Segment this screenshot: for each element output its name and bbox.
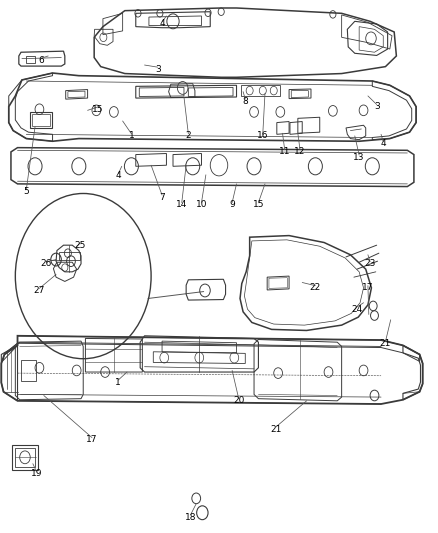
- Bar: [21, 360, 36, 381]
- Text: 16: 16: [257, 132, 268, 140]
- Text: 4: 4: [159, 20, 165, 28]
- Text: 24: 24: [351, 305, 363, 313]
- Text: 18: 18: [185, 513, 196, 521]
- Text: 22: 22: [310, 284, 321, 292]
- Text: 26: 26: [40, 260, 52, 268]
- Text: 21: 21: [270, 425, 282, 433]
- Text: 5: 5: [23, 188, 29, 196]
- Text: 17: 17: [362, 284, 374, 292]
- Text: 9: 9: [229, 200, 235, 209]
- Text: 10: 10: [196, 200, 207, 209]
- Text: 1: 1: [115, 378, 121, 386]
- Text: 23: 23: [364, 260, 376, 268]
- Bar: [26, 56, 35, 63]
- Text: 15: 15: [253, 200, 264, 209]
- Bar: [12, 445, 38, 470]
- Text: 21: 21: [380, 340, 391, 348]
- Text: 8: 8: [242, 97, 248, 106]
- Text: 25: 25: [74, 241, 86, 249]
- Bar: [15, 448, 35, 467]
- Text: 3: 3: [155, 65, 161, 74]
- Text: 3: 3: [374, 102, 380, 111]
- Text: 12: 12: [294, 148, 306, 156]
- Text: 1: 1: [128, 132, 134, 140]
- Text: 11: 11: [279, 148, 290, 156]
- Text: 20: 20: [233, 397, 244, 405]
- Text: 19: 19: [31, 469, 42, 478]
- Text: 15: 15: [92, 105, 103, 114]
- Text: 17: 17: [86, 435, 98, 444]
- Text: 13: 13: [353, 153, 365, 161]
- Text: 4: 4: [381, 140, 386, 148]
- Text: 27: 27: [34, 286, 45, 295]
- Text: 14: 14: [176, 200, 187, 209]
- Text: 6: 6: [39, 56, 45, 64]
- Text: 7: 7: [159, 193, 165, 201]
- Text: 4: 4: [116, 172, 121, 180]
- Text: 2: 2: [186, 132, 191, 140]
